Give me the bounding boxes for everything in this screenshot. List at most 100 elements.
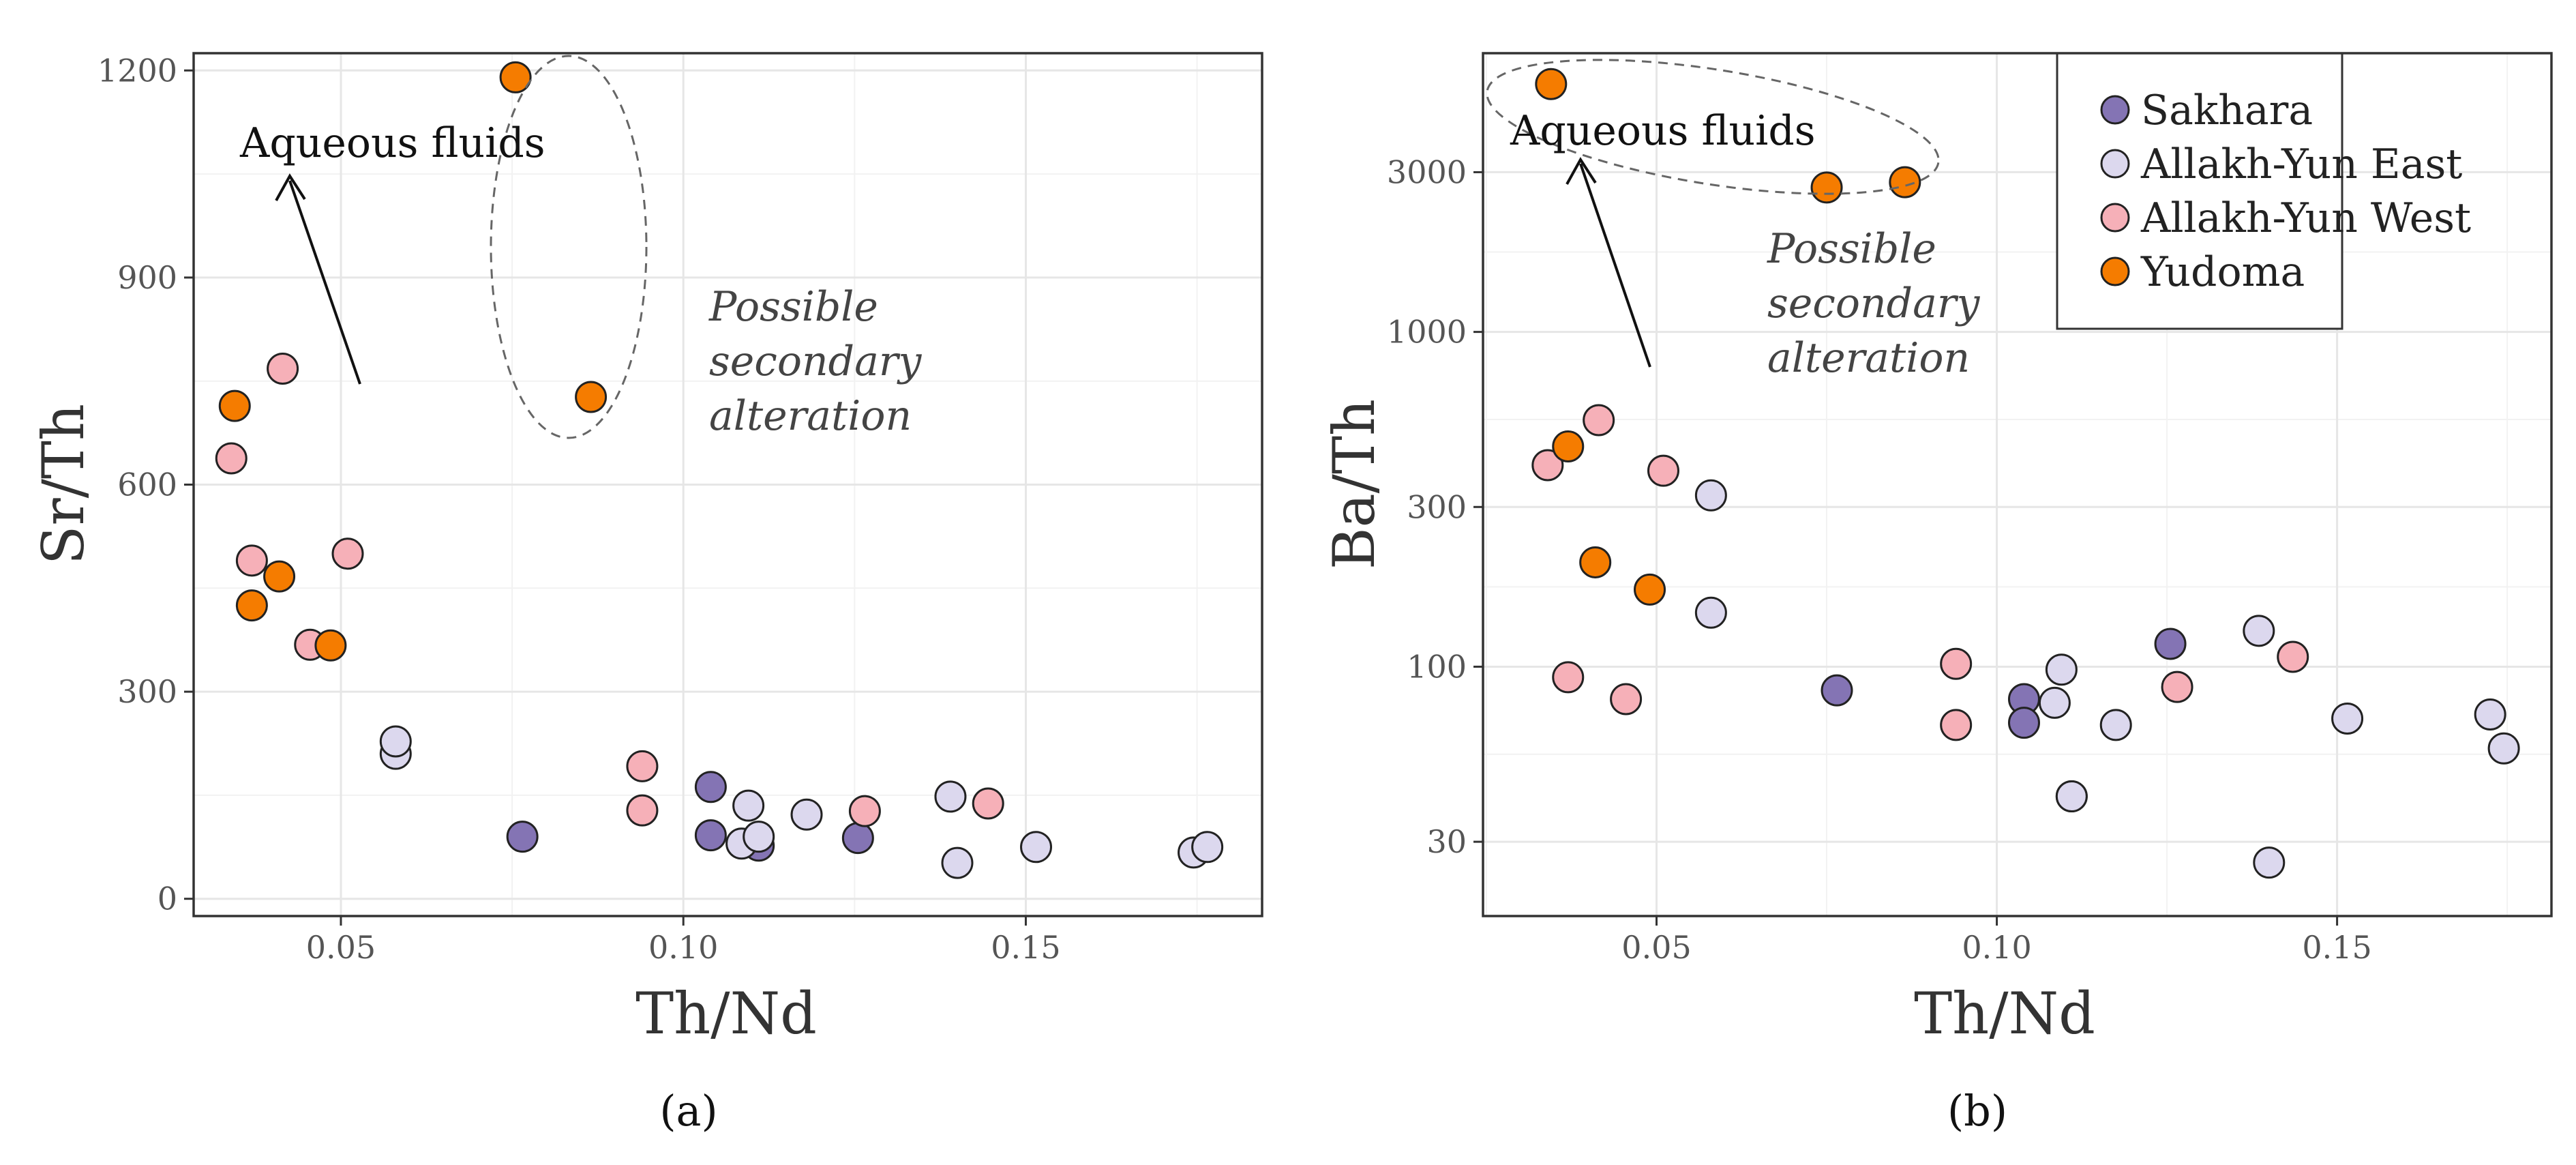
point-b-sakhara-3 (2154, 628, 2187, 660)
chart-panel-a: Aqueous fluids Possible secondary altera… (30, 52, 1263, 1136)
aqueous-fluids-label-a: Aqueous fluids (239, 119, 545, 167)
point-b-allakh-yun-west-6 (1940, 709, 1973, 741)
point-a-yudoma-3 (314, 629, 347, 662)
legend-item-sakhara: Sakhara (2100, 87, 2313, 134)
y-tick-label-b-2: 300 (1407, 488, 1467, 525)
point-a-allakh-yun-west-2 (267, 352, 299, 385)
secondary-label-b: secondary (1767, 280, 1981, 327)
legend-box (2056, 52, 2343, 330)
legend-item-yudoma: Yudoma (2100, 248, 2305, 296)
legend-key-allakh-yun-east (2100, 149, 2130, 179)
point-a-sakhara-1 (694, 819, 727, 852)
secondary-label-a: secondary (709, 338, 923, 385)
aqueous-arrow-a (288, 180, 361, 385)
point-b-sakhara-2 (2007, 707, 2040, 739)
point-a-sakhara-2 (694, 771, 727, 803)
point-b-allakh-yun-east-2 (2038, 686, 2071, 719)
legend-label-yudoma: Yudoma (2140, 248, 2305, 296)
point-b-allakh-yun-east-3 (2045, 653, 2078, 686)
y-tick-label-a-1: 300 (117, 673, 177, 710)
point-a-sakhara-4 (841, 822, 874, 855)
point-b-allakh-yun-west-4 (1647, 454, 1679, 487)
alteration-ellipse-b (1486, 59, 1940, 195)
point-b-yudoma-3 (1634, 573, 1666, 606)
point-b-allakh-yun-west-7 (2161, 670, 2193, 703)
point-b-yudoma-1 (1552, 430, 1585, 462)
panel-label-a: (a) (659, 1086, 717, 1136)
y-tick-label-b-3: 1000 (1387, 314, 1467, 351)
point-a-allakh-yun-west-0 (215, 442, 248, 475)
y-tick-label-a-4: 1200 (98, 52, 177, 89)
x-tick-label-a-1: 0.10 (648, 929, 718, 966)
point-a-allakh-yun-east-6 (934, 780, 967, 813)
point-b-sakhara-0 (1821, 674, 1853, 707)
plot-frame-b (1482, 52, 2553, 917)
point-b-yudoma-5 (1889, 166, 1921, 198)
point-a-allakh-yun-west-5 (626, 750, 659, 782)
y-tick-label-b-4: 3000 (1387, 153, 1467, 190)
aqueous-fluids-label-b: Aqueous fluids (1510, 107, 1816, 155)
alteration-ellipse-a (490, 55, 648, 439)
legend-label-allakh-yun-west: Allakh-Yun West (2140, 194, 2471, 242)
alteration-label-a: alteration (709, 392, 912, 440)
point-b-allakh-yun-east-1 (1694, 596, 1727, 629)
point-b-yudoma-2 (1579, 546, 1612, 578)
point-a-allakh-yun-west-8 (972, 787, 1004, 820)
legend-key-allakh-yun-west (2100, 203, 2130, 233)
aqueous-arrow-b (1579, 163, 1651, 368)
aqueous-arrowhead-a (275, 173, 306, 201)
x-tick-label-b-0: 0.05 (1621, 929, 1691, 966)
point-b-allakh-yun-west-2 (1583, 404, 1615, 437)
aqueous-arrowhead-b (1566, 157, 1597, 185)
x-tick-label-a-0: 0.05 (306, 929, 376, 966)
y-tick-label-a-3: 900 (117, 259, 177, 296)
point-b-allakh-yun-east-10 (2487, 732, 2520, 765)
y-tick-label-b-0: 30 (1426, 823, 1467, 860)
x-axis-title-a: Th/Nd (635, 980, 817, 1047)
possible-label-b: Possible (1767, 225, 1936, 273)
x-tick-label-a-2: 0.15 (991, 929, 1060, 966)
point-a-yudoma-4 (499, 61, 532, 93)
possible-label-a: Possible (708, 283, 878, 331)
y-tick-label-a-2: 600 (117, 467, 177, 503)
grid-a (194, 53, 1262, 916)
legend-label-sakhara: Sakhara (2141, 87, 2313, 134)
point-b-allakh-yun-east-9 (2474, 698, 2506, 731)
x-axis-title-b: Th/Nd (1914, 980, 2095, 1047)
points-a (215, 61, 1224, 879)
point-b-allakh-yun-east-6 (2243, 615, 2275, 647)
y-axis-title-b: Ba/Th (1321, 399, 1388, 570)
point-b-allakh-yun-west-8 (2277, 640, 2309, 673)
point-b-yudoma-4 (1810, 171, 1843, 204)
point-a-allakh-yun-east-10 (1191, 831, 1224, 864)
point-a-allakh-yun-east-4 (743, 821, 775, 853)
y-axis-title-a: Sr/Th (30, 404, 97, 565)
point-a-allakh-yun-west-1 (235, 544, 268, 577)
point-b-allakh-yun-west-3 (1610, 683, 1643, 716)
legend-key-yudoma (2100, 256, 2130, 286)
point-b-yudoma-0 (1535, 68, 1568, 100)
point-b-allakh-yun-west-1 (1552, 661, 1585, 694)
panel-label-b: (b) (1947, 1086, 2007, 1136)
point-b-allakh-yun-west-5 (1940, 647, 1973, 680)
points-b (1531, 68, 2520, 879)
legend-item-allakh-yun-east: Allakh-Yun East (2100, 141, 2462, 188)
y-tick-label-b-1: 100 (1407, 648, 1467, 685)
point-b-allakh-yun-east-5 (2099, 709, 2132, 741)
point-b-allakh-yun-east-4 (2055, 780, 2088, 813)
chart-panel-b: Aqueous fluids Possible secondary altera… (1321, 52, 2553, 1136)
point-b-allakh-yun-west-0 (1531, 449, 1564, 482)
ticks-b: 0.05 0.10 0.15 30 100 300 1000 3000 (1387, 153, 2372, 966)
legend: Sakhara Allakh-Yun East Allakh-Yun West … (2056, 52, 2471, 330)
point-a-sakhara-0 (506, 821, 539, 853)
point-a-allakh-yun-west-4 (331, 537, 364, 570)
legend-key-sakhara (2100, 95, 2130, 125)
legend-item-allakh-yun-west: Allakh-Yun West (2100, 194, 2471, 242)
point-a-yudoma-2 (263, 560, 296, 593)
point-a-yudoma-5 (575, 381, 608, 413)
point-a-allakh-yun-east-1 (379, 725, 412, 758)
point-a-yudoma-0 (218, 389, 251, 422)
x-tick-label-b-2: 0.15 (2302, 929, 2371, 966)
point-a-allakh-yun-east-8 (1020, 831, 1053, 864)
